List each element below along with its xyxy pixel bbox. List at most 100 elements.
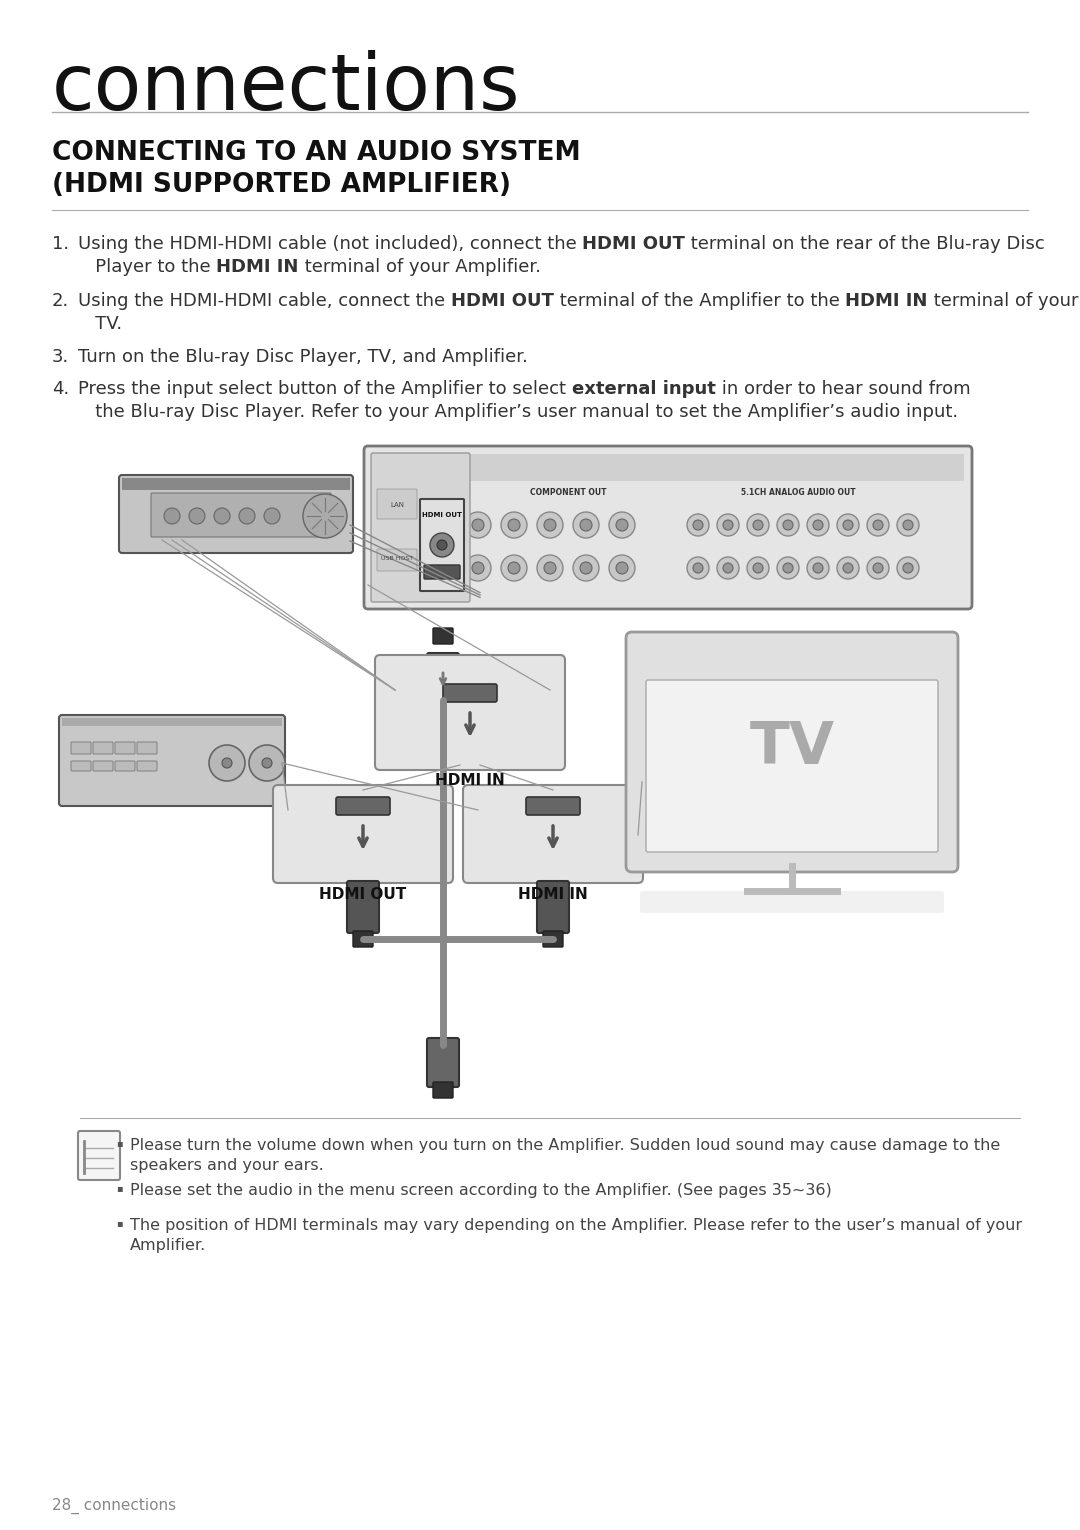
FancyBboxPatch shape <box>93 760 113 771</box>
Text: 1.: 1. <box>52 236 69 252</box>
Text: Press the input select button of the Amplifier to select: Press the input select button of the Amp… <box>78 379 571 398</box>
Text: LAN: LAN <box>390 502 404 508</box>
Circle shape <box>837 514 859 536</box>
Circle shape <box>222 757 232 768</box>
Text: Amplifier.: Amplifier. <box>130 1238 206 1253</box>
Circle shape <box>813 563 823 574</box>
Text: The position of HDMI terminals may vary depending on the Amplifier. Please refer: The position of HDMI terminals may vary … <box>130 1218 1022 1233</box>
FancyBboxPatch shape <box>114 742 135 754</box>
Circle shape <box>873 563 883 574</box>
Text: HDMI OUT: HDMI OUT <box>582 236 686 252</box>
Circle shape <box>777 557 799 578</box>
FancyBboxPatch shape <box>424 565 460 578</box>
Circle shape <box>437 540 447 549</box>
Circle shape <box>465 555 491 581</box>
Circle shape <box>717 514 739 536</box>
Circle shape <box>753 563 762 574</box>
Circle shape <box>465 513 491 539</box>
Text: ▪: ▪ <box>116 1138 123 1148</box>
Circle shape <box>903 520 913 529</box>
Text: Please turn the volume down when you turn on the Amplifier. Sudden loud sound ma: Please turn the volume down when you tur… <box>130 1138 1000 1154</box>
FancyBboxPatch shape <box>427 1037 459 1086</box>
Circle shape <box>693 520 703 529</box>
Circle shape <box>609 513 635 539</box>
Text: ▪: ▪ <box>116 1183 123 1193</box>
Circle shape <box>501 513 527 539</box>
Text: terminal of the Amplifier to the: terminal of the Amplifier to the <box>554 292 846 311</box>
FancyBboxPatch shape <box>433 1082 453 1099</box>
FancyBboxPatch shape <box>78 1131 120 1180</box>
FancyBboxPatch shape <box>420 499 464 591</box>
Circle shape <box>897 557 919 578</box>
Text: 5.1CH ANALOG AUDIO OUT: 5.1CH ANALOG AUDIO OUT <box>741 488 855 497</box>
Circle shape <box>747 557 769 578</box>
Text: 2.: 2. <box>52 292 69 311</box>
FancyBboxPatch shape <box>71 760 91 771</box>
FancyBboxPatch shape <box>347 881 379 933</box>
Text: HDMI IN: HDMI IN <box>435 773 504 788</box>
FancyBboxPatch shape <box>273 785 453 883</box>
FancyBboxPatch shape <box>543 930 563 947</box>
Circle shape <box>544 519 556 531</box>
FancyBboxPatch shape <box>59 715 285 806</box>
Circle shape <box>843 520 853 529</box>
Circle shape <box>747 514 769 536</box>
Circle shape <box>472 562 484 574</box>
FancyBboxPatch shape <box>646 679 939 852</box>
FancyBboxPatch shape <box>114 760 135 771</box>
Text: ▪: ▪ <box>116 1218 123 1229</box>
Text: TV.: TV. <box>78 315 122 334</box>
Text: terminal of your: terminal of your <box>928 292 1078 311</box>
FancyBboxPatch shape <box>336 797 390 815</box>
Text: HDMI OUT: HDMI OUT <box>422 513 462 519</box>
Circle shape <box>210 745 245 780</box>
Circle shape <box>214 508 230 523</box>
FancyBboxPatch shape <box>93 742 113 754</box>
Circle shape <box>580 519 592 531</box>
Text: 4.: 4. <box>52 379 69 398</box>
FancyBboxPatch shape <box>119 474 353 552</box>
FancyBboxPatch shape <box>62 718 282 727</box>
FancyBboxPatch shape <box>137 760 157 771</box>
Circle shape <box>897 514 919 536</box>
Text: 3.: 3. <box>52 347 69 366</box>
FancyBboxPatch shape <box>353 930 373 947</box>
Circle shape <box>813 520 823 529</box>
Circle shape <box>837 557 859 578</box>
Circle shape <box>783 520 793 529</box>
Circle shape <box>616 519 627 531</box>
Text: CONNECTING TO AN AUDIO SYSTEM: CONNECTING TO AN AUDIO SYSTEM <box>52 141 581 165</box>
FancyBboxPatch shape <box>364 447 972 609</box>
FancyBboxPatch shape <box>122 477 350 490</box>
Text: HDMI IN: HDMI IN <box>846 292 928 311</box>
Circle shape <box>723 563 733 574</box>
FancyBboxPatch shape <box>377 490 417 519</box>
Text: external input: external input <box>571 379 716 398</box>
Circle shape <box>501 555 527 581</box>
Text: HDMI OUT: HDMI OUT <box>320 886 407 901</box>
Circle shape <box>430 532 454 557</box>
Text: Please set the audio in the menu screen according to the Amplifier. (See pages 3: Please set the audio in the menu screen … <box>130 1183 832 1198</box>
FancyBboxPatch shape <box>526 797 580 815</box>
Circle shape <box>687 514 708 536</box>
Text: Using the HDMI-HDMI cable, connect the: Using the HDMI-HDMI cable, connect the <box>78 292 450 311</box>
Text: Using the HDMI-HDMI cable (not included), connect the: Using the HDMI-HDMI cable (not included)… <box>78 236 582 252</box>
Text: USB HOST: USB HOST <box>381 555 413 560</box>
Circle shape <box>573 555 599 581</box>
FancyBboxPatch shape <box>427 653 459 702</box>
Text: terminal of your Amplifier.: terminal of your Amplifier. <box>299 259 541 275</box>
Text: the Blu-ray Disc Player. Refer to your Amplifier’s user manual to set the Amplif: the Blu-ray Disc Player. Refer to your A… <box>78 402 958 421</box>
Circle shape <box>687 557 708 578</box>
Circle shape <box>262 757 272 768</box>
Circle shape <box>783 563 793 574</box>
FancyBboxPatch shape <box>377 549 417 571</box>
Text: Turn on the Blu-ray Disc Player, TV, and Amplifier.: Turn on the Blu-ray Disc Player, TV, and… <box>78 347 528 366</box>
Circle shape <box>472 519 484 531</box>
Text: HDMI IN: HDMI IN <box>518 886 588 901</box>
Text: COMPONENT OUT: COMPONENT OUT <box>530 488 606 497</box>
Circle shape <box>537 555 563 581</box>
Circle shape <box>903 563 913 574</box>
FancyBboxPatch shape <box>71 742 91 754</box>
Circle shape <box>573 513 599 539</box>
Text: terminal on the rear of the Blu-ray Disc: terminal on the rear of the Blu-ray Disc <box>686 236 1045 252</box>
